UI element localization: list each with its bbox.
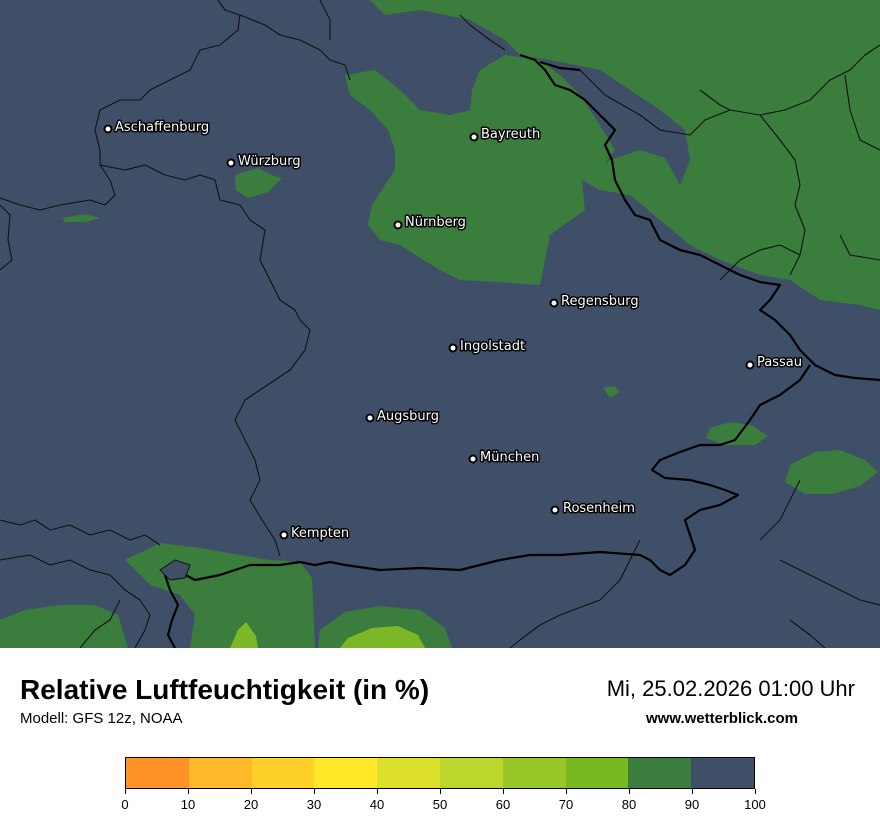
city-marker-dot (468, 454, 478, 464)
city-marker-dot (469, 132, 479, 142)
city-marker-dot (393, 220, 403, 230)
city-kempten: Kempten (279, 525, 351, 543)
city-label: Aschaffenburg (115, 120, 209, 135)
city-label: Rosenheim (563, 501, 635, 516)
city-marker-dot (550, 505, 560, 515)
city-marker-dot (549, 298, 559, 308)
colorbar-tick: 100 (735, 789, 775, 812)
city-ingolstadt: Ingolstadt (448, 338, 527, 356)
forecast-datetime: Mi, 25.02.2026 01:00 Uhr (606, 676, 855, 701)
colorbar-segment-80-90 (628, 758, 692, 788)
city-wuerzburg: Würzburg (226, 153, 302, 171)
city-marker-dot (448, 343, 458, 353)
city-label: Bayreuth (481, 127, 540, 142)
city-passau: Passau (745, 354, 803, 372)
colorbar-tick: 30 (294, 789, 334, 812)
city-bayreuth: Bayreuth (469, 126, 542, 144)
city-markers: Aschaffenburg Würzburg Bayreuth Nürnberg… (103, 119, 803, 543)
city-label: Augsburg (377, 409, 439, 424)
map-footer: Relative Luftfeuchtigkeit (in %) Modell:… (0, 648, 880, 830)
city-label: Ingolstadt (460, 339, 525, 354)
colorbar-ticks: 0 10 20 30 40 50 60 70 80 90 100 (121, 789, 766, 819)
colorbar-tick: 60 (483, 789, 523, 812)
city-label: Regensburg (561, 294, 639, 309)
city-muenchen: München (468, 449, 541, 467)
colorbar-tick: 0 (105, 789, 145, 812)
city-label: Würzburg (238, 154, 301, 169)
city-marker-dot (103, 124, 113, 134)
city-augsburg: Augsburg (365, 408, 441, 426)
colorbar-tick: 20 (231, 789, 271, 812)
humidity-field-70-80 (230, 622, 425, 648)
colorbar-segment-70-80 (565, 758, 629, 788)
city-label: München (480, 450, 539, 465)
colorbar-tick: 40 (357, 789, 397, 812)
city-marker-dot (226, 158, 236, 168)
city-nuernberg: Nürnberg (393, 214, 467, 232)
colorbar-tick: 10 (168, 789, 208, 812)
region-borders (0, 0, 880, 648)
lake-outline (159, 559, 191, 581)
colorbar-segment-90-100 (691, 758, 754, 788)
city-marker-dot (279, 530, 289, 540)
city-marker-dot (745, 360, 755, 370)
colorbar-tick: 50 (420, 789, 460, 812)
colorbar-tick: 80 (609, 789, 649, 812)
city-label: Passau (757, 355, 802, 370)
colorbar-segment-60-70 (502, 758, 566, 788)
colorbar-segment-30-40 (314, 758, 378, 788)
city-rosenheim: Rosenheim (550, 500, 636, 518)
weather-map: Aschaffenburg Würzburg Bayreuth Nürnberg… (0, 0, 880, 648)
colorbar-segment-20-30 (251, 758, 315, 788)
city-regensburg: Regensburg (549, 293, 640, 311)
colorbar-segment-0-10 (126, 758, 189, 788)
city-label: Kempten (291, 526, 349, 541)
colorbar-tick: 70 (546, 789, 586, 812)
city-marker-dot (365, 413, 375, 423)
colorbar-segment-50-60 (439, 758, 503, 788)
map-title: Relative Luftfeuchtigkeit (in %) (20, 674, 430, 705)
colorbar-segment-40-50 (377, 758, 440, 788)
city-label: Nürnberg (405, 215, 466, 230)
colorbar-segment-10-20 (188, 758, 252, 788)
map-canvas: Aschaffenburg Würzburg Bayreuth Nürnberg… (0, 0, 880, 648)
model-info: Modell: GFS 12z, NOAA (20, 710, 183, 727)
country-borders (163, 53, 880, 648)
website-link[interactable]: www.wetterblick.com (646, 710, 798, 727)
humidity-field-80-90 (0, 0, 880, 648)
colorbar-tick: 90 (672, 789, 712, 812)
humidity-colorbar (125, 757, 755, 789)
city-aschaffenburg: Aschaffenburg (103, 119, 211, 137)
